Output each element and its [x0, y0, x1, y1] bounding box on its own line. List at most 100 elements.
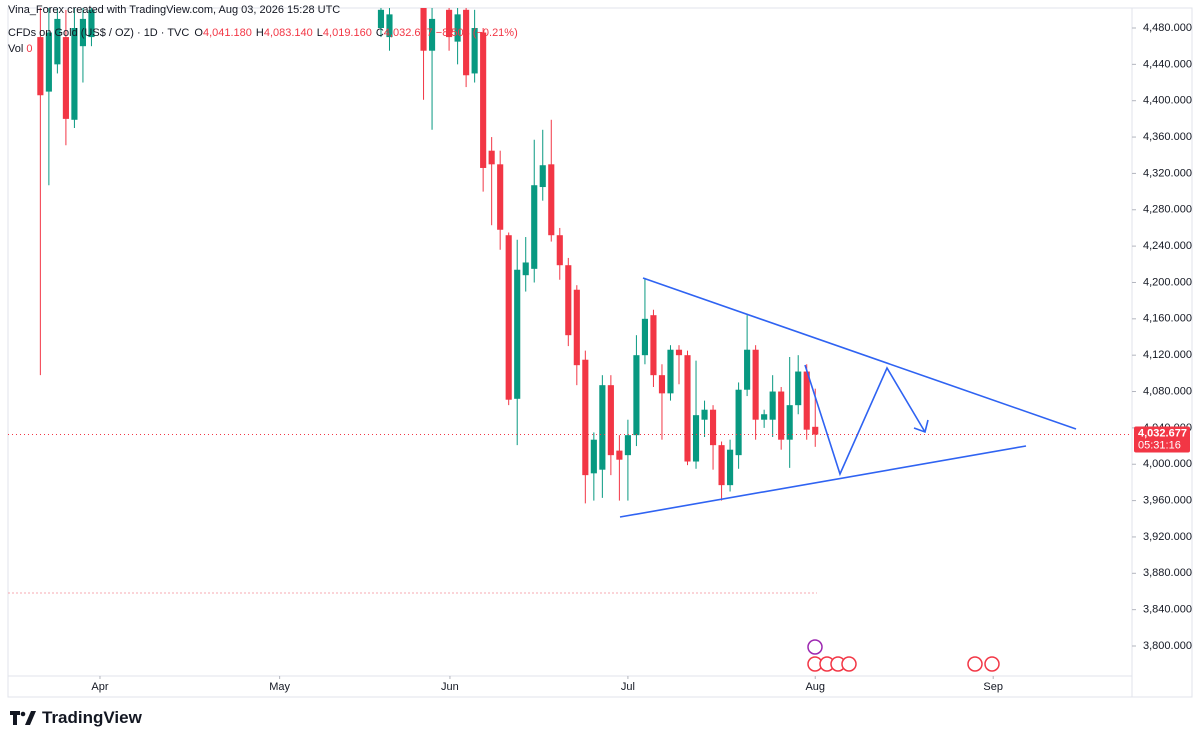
- candle-body: [752, 349, 759, 420]
- candle-body: [727, 449, 734, 486]
- y-tick-label: 4,200.000: [1143, 276, 1192, 288]
- y-tick-label: 4,000.000: [1143, 458, 1192, 470]
- candle-body: [667, 349, 674, 394]
- candle-body: [633, 355, 640, 436]
- last-price-badge: [1134, 426, 1190, 453]
- y-tick-label: 4,440.000: [1143, 58, 1192, 70]
- candle-body: [62, 37, 69, 119]
- candle-body: [607, 385, 614, 456]
- candle-body: [658, 375, 666, 394]
- candle-body: [744, 349, 751, 390]
- candle-body: [769, 391, 776, 420]
- candle-body: [684, 355, 691, 462]
- volume-legend: Vol 0: [8, 43, 32, 55]
- candle-body: [675, 349, 683, 356]
- countdown: 05:31:16: [1138, 439, 1181, 451]
- candle-body: [497, 164, 504, 230]
- y-tick-label: 4,080.000: [1143, 385, 1192, 397]
- candle-body: [565, 265, 572, 336]
- y-tick-label: 3,960.000: [1143, 494, 1192, 506]
- candle-body: [590, 439, 597, 474]
- candle-body: [71, 27, 78, 120]
- candle-body: [377, 9, 385, 28]
- candle-body: [531, 185, 538, 269]
- candle-body: [650, 315, 657, 376]
- y-tick-label: 3,920.000: [1143, 531, 1192, 543]
- ohlc-key: L: [316, 27, 323, 39]
- candle-body: [428, 18, 436, 51]
- candle-body: [463, 9, 470, 76]
- candle-body: [539, 165, 546, 188]
- candle-body: [420, 8, 427, 51]
- ohlc-key: O: [194, 27, 203, 39]
- candle-body: [582, 359, 589, 476]
- projection-path: [804, 364, 926, 477]
- change: −8.503 (−0.21%): [435, 27, 518, 39]
- candle-body: [471, 27, 478, 74]
- event-icon: [984, 656, 1000, 672]
- y-tick-label: 4,240.000: [1143, 240, 1192, 252]
- candle-body: [548, 164, 555, 236]
- candle-body: [599, 385, 606, 470]
- candle-body: [480, 32, 487, 168]
- candle-body: [786, 405, 793, 440]
- chart-frame: [7, 7, 1193, 698]
- ohlc-value: 4,019.160: [322, 27, 372, 39]
- candle-body: [522, 262, 529, 276]
- y-tick-label: 4,280.000: [1143, 204, 1192, 216]
- candle-body: [803, 371, 810, 430]
- y-tick-label: 4,320.000: [1143, 167, 1192, 179]
- x-tick-label: Jul: [621, 681, 635, 693]
- x-tick-label: Apr: [91, 681, 108, 693]
- y-tick-label: 3,880.000: [1143, 567, 1192, 579]
- candle-body: [701, 409, 708, 420]
- y-tick-label: 4,120.000: [1143, 349, 1192, 361]
- y-tick-label: 4,480.000: [1143, 22, 1192, 34]
- candle-body: [514, 269, 521, 399]
- ohlc-key: C: [375, 27, 384, 39]
- candles: [37, 8, 819, 504]
- event-icon: [841, 656, 857, 672]
- candle-body: [692, 415, 700, 462]
- x-tick-label: Jun: [441, 681, 459, 693]
- projection-arrowhead: [913, 419, 929, 434]
- triangle-upper-line: [642, 277, 1077, 430]
- y-tick-label: 4,160.000: [1143, 313, 1192, 325]
- candle-body: [812, 426, 819, 435]
- candle-body: [454, 14, 461, 42]
- brand: TradingView: [10, 708, 142, 728]
- ohlc-key: H: [255, 27, 264, 39]
- candle-body: [616, 450, 623, 460]
- brand-logo: [10, 711, 36, 725]
- volume-value: 0: [26, 43, 33, 55]
- x-tick-label: Sep: [983, 681, 1003, 693]
- volume-label: Vol: [8, 43, 24, 55]
- y-tick-label: 4,360.000: [1143, 131, 1192, 143]
- candle-body: [709, 409, 717, 446]
- y-tick-label: 4,400.000: [1143, 95, 1192, 107]
- candle-body: [446, 9, 453, 38]
- event-icons: [807, 639, 1000, 672]
- candle-body: [386, 14, 393, 38]
- ohlc-value: 4,032.677: [383, 27, 433, 39]
- credit: Vina_Forex created with TradingView.com,…: [8, 4, 341, 16]
- candle-body: [735, 389, 742, 456]
- x-tick-label: Aug: [805, 681, 825, 693]
- ohlc-value: 4,083.140: [263, 27, 313, 39]
- candle-body: [54, 18, 61, 65]
- y-tick-label: 3,800.000: [1143, 640, 1192, 652]
- candle-body: [556, 235, 563, 266]
- candle-body: [37, 37, 44, 96]
- candle-body: [88, 9, 95, 38]
- candle-body: [573, 289, 580, 366]
- candle-body: [505, 235, 512, 400]
- candle-body: [795, 371, 802, 406]
- candle-body: [761, 414, 768, 420]
- last-price-label: 4,032.677: [1138, 427, 1187, 439]
- y-tick-label: 3,840.000: [1143, 604, 1192, 616]
- candle-body: [718, 445, 725, 486]
- brand-name: TradingView: [42, 708, 142, 727]
- drawings: [8, 277, 1077, 594]
